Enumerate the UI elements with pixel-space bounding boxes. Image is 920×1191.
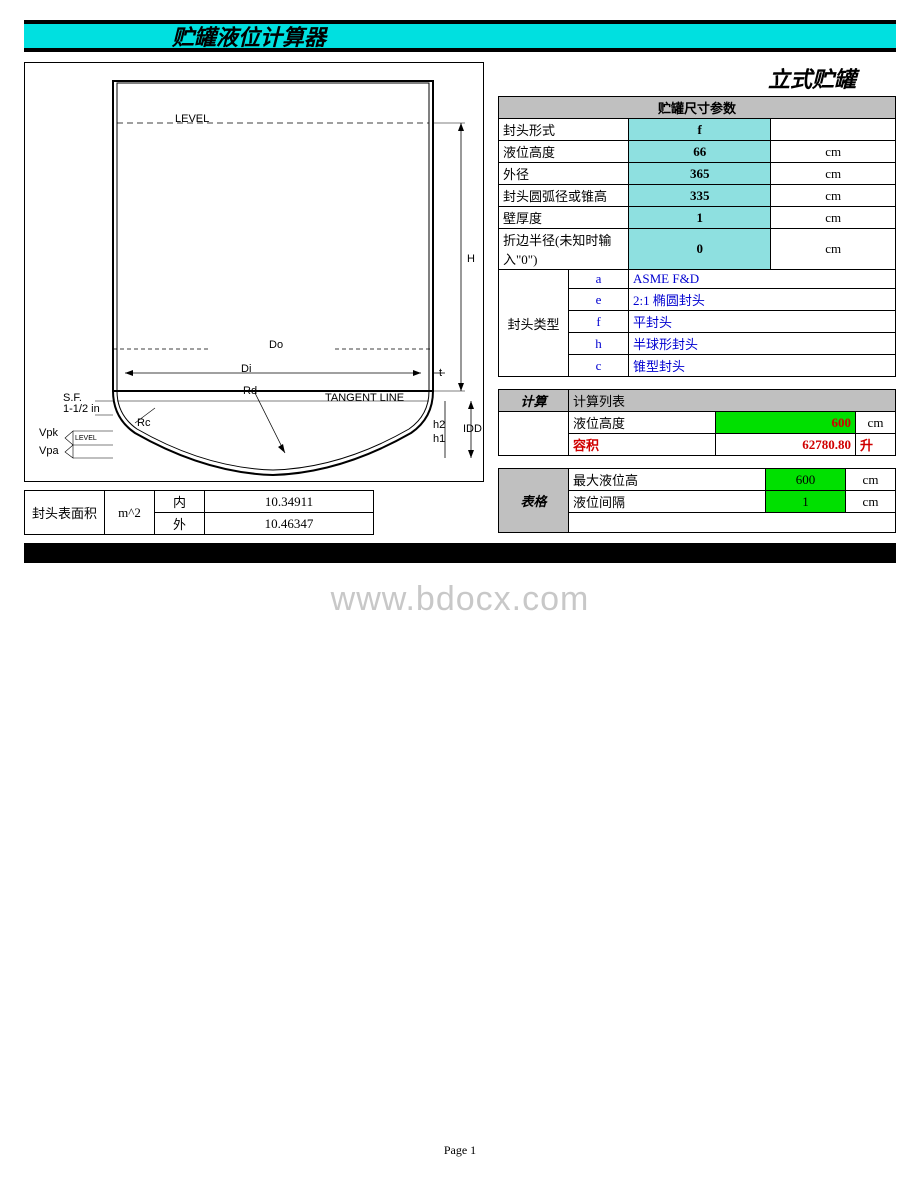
param-label: 封头圆弧径或锥高 — [499, 185, 629, 207]
surface-outer-value: 10.46347 — [205, 513, 374, 535]
surface-inner-label: 内 — [155, 491, 205, 513]
param-unit: cm — [771, 229, 896, 270]
param-unit: cm — [771, 207, 896, 229]
diagram-label-idd: IDD — [463, 423, 482, 435]
calc-level-value: 600 — [716, 412, 856, 434]
surface-inner-value: 10.34911 — [205, 491, 374, 513]
table-section: 表格 最大液位高 600 cm 液位间隔 1 cm — [498, 468, 896, 533]
diagram-label-t: t — [439, 367, 442, 379]
diagram-label-vpa: Vpa — [39, 445, 59, 457]
param-input[interactable]: 1 — [629, 207, 771, 229]
params-table: 贮罐尺寸参数 封头形式 f 液位高度 66 cm 外径 365 cm 封 — [498, 96, 896, 377]
calc-volume-label: 容积 — [569, 434, 716, 456]
interval-value[interactable]: 1 — [766, 491, 846, 513]
tank-diagram: LEVEL Do Di TANGENT LINE t H IDD h1 h2 S… — [24, 62, 484, 482]
surface-unit: m^2 — [105, 491, 155, 535]
max-level-label: 最大液位高 — [569, 469, 766, 491]
diagram-label-di: Di — [241, 363, 251, 375]
max-level-value[interactable]: 600 — [766, 469, 846, 491]
head-desc: 2:1 椭圆封头 — [629, 289, 896, 311]
diagram-label-level: LEVEL — [175, 113, 209, 125]
param-unit: cm — [771, 141, 896, 163]
head-desc: 半球形封头 — [629, 333, 896, 355]
surface-outer-label: 外 — [155, 513, 205, 535]
param-input[interactable]: 365 — [629, 163, 771, 185]
calc-header: 计算 — [499, 390, 569, 412]
head-desc: ASME F&D — [629, 270, 896, 289]
divider-bar — [24, 543, 896, 563]
head-code: e — [569, 289, 629, 311]
diagram-label-rc: Rc — [137, 417, 150, 429]
diagram-label-h: H — [467, 253, 475, 265]
calc-list-header: 计算列表 — [569, 390, 896, 412]
watermark: www.bdocx.com — [0, 580, 920, 619]
param-label: 封头形式 — [499, 119, 629, 141]
table-header: 表格 — [499, 469, 569, 533]
diagram-label-rd: Rd — [243, 385, 257, 397]
param-unit — [771, 119, 896, 141]
head-types-label: 封头类型 — [499, 270, 569, 377]
calc-level-unit: cm — [856, 412, 896, 434]
head-code: h — [569, 333, 629, 355]
calc-volume-unit: 升 — [856, 434, 896, 456]
interval-unit: cm — [846, 491, 896, 513]
diagram-label-h2: h2 — [433, 419, 445, 431]
param-label: 壁厚度 — [499, 207, 629, 229]
calc-table: 计算 计算列表 液位高度 600 cm 容积 62780.80 升 — [498, 389, 896, 456]
head-code: c — [569, 355, 629, 377]
diagram-label-level-sf: LEVEL — [75, 435, 97, 442]
head-desc: 平封头 — [629, 311, 896, 333]
page-title: 贮罐液位计算器 — [172, 20, 326, 52]
subtitle: 立式贮罐 — [498, 62, 896, 94]
page-footer: Page 1 — [24, 1143, 896, 1158]
diagram-label-h1: h1 — [433, 433, 445, 445]
param-label: 折边半径(未知时输入"0") — [499, 229, 629, 270]
params-header: 贮罐尺寸参数 — [499, 97, 896, 119]
diagram-label-vpk: Vpk — [39, 427, 58, 439]
param-label: 外径 — [499, 163, 629, 185]
head-code: a — [569, 270, 629, 289]
interval-label: 液位间隔 — [569, 491, 766, 513]
param-label: 液位高度 — [499, 141, 629, 163]
diagram-label-do: Do — [269, 339, 283, 351]
diagram-label-sf: S.F. 1-1/2 in — [63, 393, 100, 415]
head-desc: 锥型封头 — [629, 355, 896, 377]
param-input[interactable]: 335 — [629, 185, 771, 207]
param-input[interactable]: f — [629, 119, 771, 141]
param-unit: cm — [771, 185, 896, 207]
calc-volume-value: 62780.80 — [716, 434, 856, 456]
param-input[interactable]: 0 — [629, 229, 771, 270]
title-bar: 贮罐液位计算器 — [24, 20, 896, 52]
param-input[interactable]: 66 — [629, 141, 771, 163]
diagram-label-tangent: TANGENT LINE — [325, 392, 404, 404]
max-level-unit: cm — [846, 469, 896, 491]
surface-label: 封头表面积 — [25, 491, 105, 535]
calc-level-label: 液位高度 — [569, 412, 716, 434]
head-code: f — [569, 311, 629, 333]
surface-area-table: 封头表面积 m^2 内 10.34911 外 10.46347 — [24, 490, 374, 535]
param-unit: cm — [771, 163, 896, 185]
